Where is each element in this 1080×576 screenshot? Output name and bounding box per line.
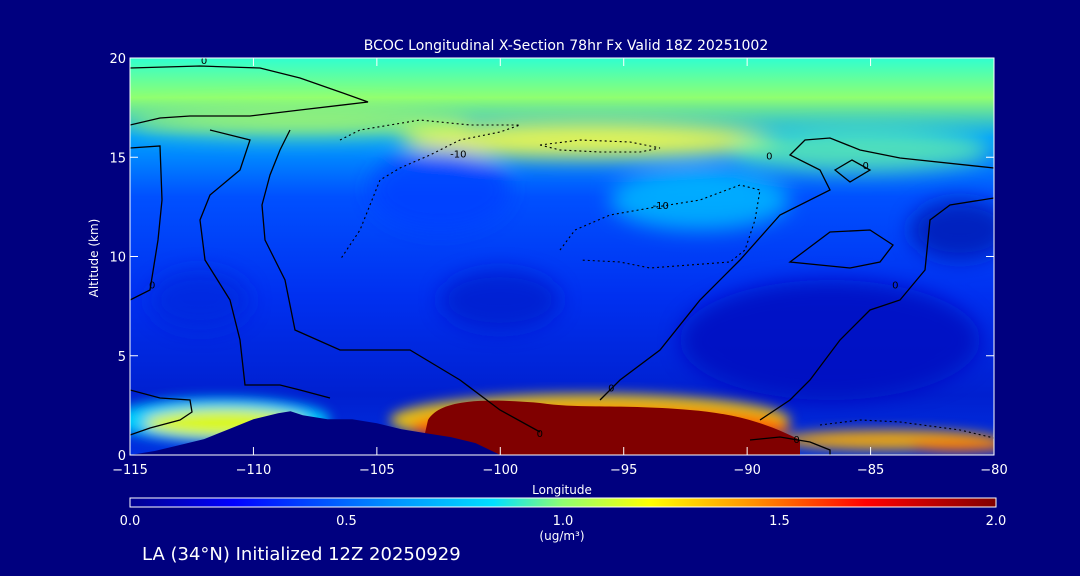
- negative-contour-lines: [339, 119, 994, 439]
- max-concentration-region: [420, 400, 800, 455]
- x-tick-label: −105: [359, 463, 395, 478]
- contour-label: -10: [653, 201, 669, 212]
- colorbar-tick-label: 0.5: [336, 514, 357, 529]
- y-tick-label: 5: [118, 350, 126, 365]
- x-tick-label: −110: [236, 463, 272, 478]
- contour-label: 0: [862, 161, 868, 172]
- plot-area: 0 -10 -10 0 0 0 0 0 0 0: [130, 56, 994, 455]
- contour-label: -10: [450, 149, 466, 160]
- x-axis: −115 −110 −105 −100 −95 −90 −85 −80: [112, 58, 1008, 478]
- x-axis-label: Longitude: [532, 483, 592, 497]
- footer-caption: LA (34°N) Initialized 12Z 20250929: [142, 544, 461, 565]
- colorbar-tick-label: 1.0: [553, 514, 574, 529]
- contour-label: 0: [149, 280, 155, 291]
- contour-labels: 0 -10 -10 0 0 0 0 0 0 0: [149, 56, 898, 446]
- colorbar-unit: (ug/m³): [539, 529, 584, 543]
- y-tick-label: 20: [109, 52, 126, 67]
- y-tick-label: 0: [118, 449, 126, 464]
- colorbar: 0.0 0.5 1.0 1.5 2.0 (ug/m³): [120, 497, 1007, 543]
- x-tick-label: −90: [733, 463, 760, 478]
- colorbar-ticks: 0.0 0.5 1.0 1.5 2.0: [120, 514, 1007, 529]
- x-tick-label: −95: [610, 463, 637, 478]
- contour-lines: [130, 65, 994, 455]
- colorbar-scale: [129, 497, 997, 508]
- contour-label: 0: [537, 429, 543, 440]
- x-tick-label: −85: [857, 463, 884, 478]
- mid-level-features: [150, 200, 994, 400]
- x-tick-label: −115: [112, 463, 148, 478]
- y-tick-label: 15: [109, 151, 126, 166]
- colorbar-tick-label: 0.0: [120, 514, 141, 529]
- colorbar-tick-label: 1.5: [769, 514, 790, 529]
- contour-label: 0: [608, 384, 614, 395]
- contour-label: 0: [201, 56, 207, 67]
- y-axis-label: Altitude (km): [87, 219, 101, 298]
- y-tick-label: 10: [109, 251, 126, 266]
- y-axis: 0 5 10 15 20: [109, 52, 994, 464]
- contour-label: 0: [793, 435, 799, 446]
- x-tick-label: −100: [482, 463, 518, 478]
- contour-label: 0: [766, 151, 772, 162]
- colorbar-tick-label: 2.0: [986, 514, 1007, 529]
- chart-title: BCOC Longitudinal X-Section 78hr Fx Vali…: [364, 38, 768, 54]
- x-tick-label: −80: [980, 463, 1007, 478]
- terrain-profile: [130, 411, 501, 455]
- contour-label: 0: [892, 280, 898, 291]
